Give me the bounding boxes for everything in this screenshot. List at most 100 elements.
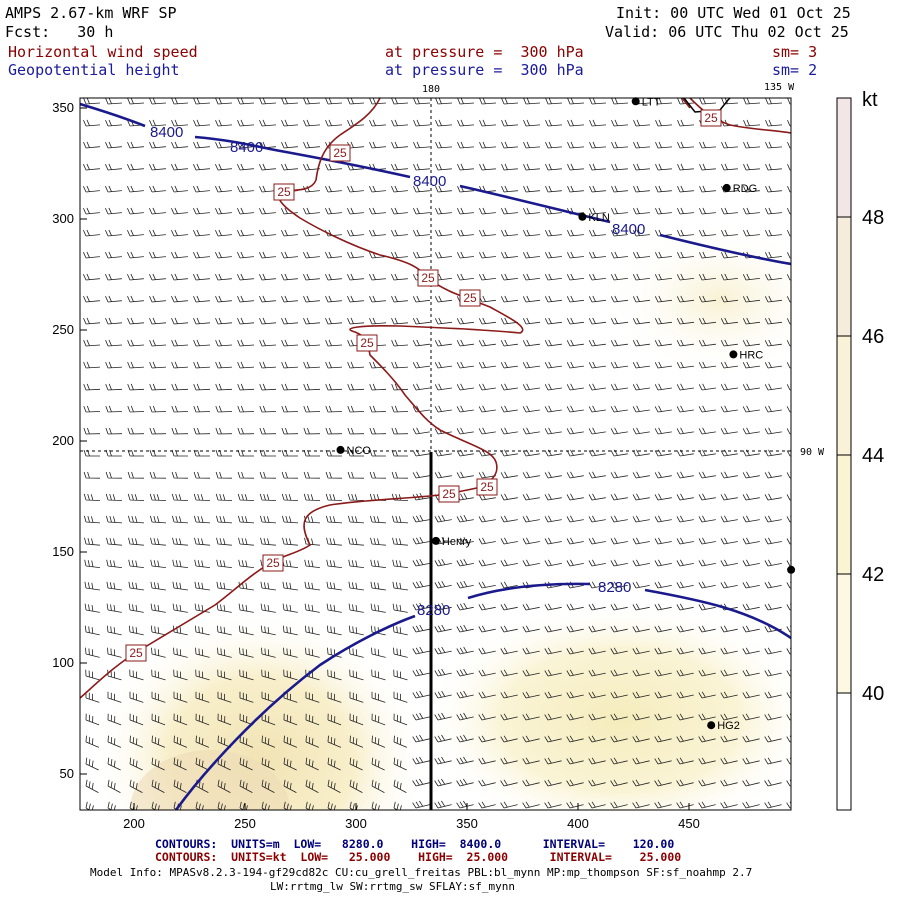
wind-barb <box>194 559 210 568</box>
wind-barb <box>544 273 562 281</box>
wind-barb <box>171 119 189 127</box>
wind-barb <box>105 339 123 347</box>
wind-barb <box>456 778 474 787</box>
wind-barb <box>676 647 694 655</box>
wind-barb <box>283 647 298 658</box>
wind-barb <box>567 251 584 259</box>
wind-barb <box>545 185 562 193</box>
wind-barb <box>347 427 365 435</box>
wind-barb <box>216 537 232 546</box>
wind-barb <box>127 251 144 259</box>
wind-barb <box>742 339 760 347</box>
wind-barb <box>654 647 672 655</box>
wind-barb <box>412 646 430 655</box>
wind-barb <box>699 98 717 105</box>
wind-barb <box>522 669 540 677</box>
wind-barb <box>720 361 738 369</box>
wind-barb <box>283 757 297 771</box>
wind-barb <box>478 537 496 545</box>
wind-barb <box>83 339 101 347</box>
wind-barb <box>786 317 791 325</box>
wind-barb <box>742 691 760 699</box>
wind-barb <box>544 647 562 655</box>
wind-barb <box>566 515 584 523</box>
wind-barb <box>764 273 782 281</box>
wind-speed-shading <box>80 98 791 810</box>
wind-barb <box>764 405 782 413</box>
wind-barb <box>129 713 144 726</box>
wind-barb <box>764 383 782 391</box>
wind-barb <box>149 229 166 237</box>
wind-barb <box>676 603 694 611</box>
wind-barb <box>281 317 299 325</box>
wind-barb <box>282 603 298 613</box>
wind-barb <box>325 163 342 171</box>
wind-barb <box>765 229 782 237</box>
wind-barb <box>369 229 386 237</box>
wind-barb <box>633 229 650 237</box>
wind-barb <box>457 229 474 237</box>
wind-barb <box>676 317 694 325</box>
wind-barb <box>545 229 562 237</box>
wind-barb <box>456 624 474 633</box>
wind-barb <box>522 361 540 369</box>
wind-barb <box>391 163 408 171</box>
wind-barb <box>327 735 342 748</box>
wind-barb <box>655 119 673 127</box>
wind-barb <box>655 141 673 149</box>
wind-barb <box>85 735 100 748</box>
wind-barb <box>787 98 791 105</box>
wind-barb <box>237 405 255 413</box>
wind-barb <box>237 251 254 259</box>
wind-barb <box>720 339 738 347</box>
wind-barb <box>588 273 606 281</box>
wind-barb <box>632 713 650 721</box>
wind-barb <box>500 801 518 809</box>
wind-barb <box>435 163 452 171</box>
wind-barb <box>654 757 672 765</box>
wind-barb <box>721 163 738 171</box>
wind-barb <box>764 603 782 611</box>
wind-barb <box>478 427 496 435</box>
wind-barb <box>369 471 387 479</box>
wind-barb <box>698 581 716 589</box>
wind-barb <box>150 559 166 568</box>
wind-barb <box>456 559 474 567</box>
wind-barb <box>456 317 474 325</box>
wind-barb <box>413 229 430 237</box>
wind-barb <box>544 339 562 347</box>
height-label: 8280 <box>598 579 631 596</box>
wind-barb <box>171 207 188 215</box>
wind-barb <box>655 163 672 171</box>
wind-barb <box>369 273 386 281</box>
wind-barb <box>610 603 628 611</box>
wind-barb <box>632 405 650 413</box>
wind-barb <box>369 317 387 325</box>
wind-barb <box>522 515 540 523</box>
wind-barb <box>83 295 100 303</box>
wind-barb <box>764 691 782 699</box>
wind-barb <box>392 559 408 568</box>
wind-barb <box>523 251 540 259</box>
wind-barb <box>303 339 321 347</box>
wind-barb <box>83 383 101 391</box>
wind-barb <box>588 405 606 413</box>
wind-barb <box>281 229 298 237</box>
wind-barb <box>283 779 297 793</box>
wind-barb <box>171 427 189 435</box>
wind-barb <box>217 669 232 681</box>
wind-barb <box>742 757 760 765</box>
wind-barb <box>720 383 738 391</box>
stations: LTT RDG KLN HRC NCO Henry HG2 <box>336 96 796 732</box>
wind-barb <box>522 735 540 743</box>
wind-barb <box>478 691 496 699</box>
wind-barb <box>743 119 761 127</box>
wind-barb <box>720 691 738 699</box>
wind-barb <box>501 251 518 259</box>
wind-barb <box>478 581 496 589</box>
station-marker <box>431 536 440 545</box>
wind-barb <box>698 757 716 765</box>
wind-barb <box>412 471 430 479</box>
wind-barb <box>369 119 387 127</box>
